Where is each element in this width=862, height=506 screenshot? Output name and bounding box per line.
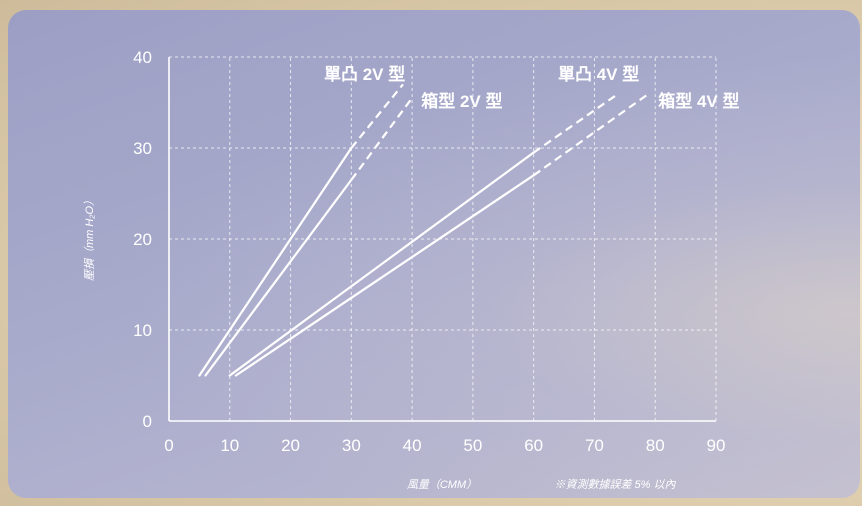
y-tick-label: 10 [133, 321, 152, 340]
y-tick-label: 20 [133, 230, 152, 249]
series-line [204, 178, 353, 377]
chart-panel [8, 10, 860, 498]
series-label: 箱型 4V 型 [658, 91, 739, 111]
x-tick-label: 90 [707, 436, 726, 455]
x-tick-label: 30 [342, 436, 361, 455]
series-line-extension [533, 92, 650, 177]
y-tick-label: 0 [143, 412, 152, 431]
axes: 0 10 20 30 40 50 60 70 80 90 0 10 20 30 40 [133, 48, 725, 455]
series-label: 單凸 4V 型 [558, 64, 639, 84]
chart-note: ※資測數據誤差 5% 以內 [554, 478, 676, 491]
y-tick-label: 40 [133, 48, 152, 67]
x-tick-label: 40 [403, 436, 422, 455]
x-tick-label: 70 [585, 436, 604, 455]
x-axis-label: 風量（CMM） [407, 478, 477, 491]
series-label: 單凸 2V 型 [324, 64, 405, 84]
series-line [234, 174, 535, 377]
series-label: 箱型 2V 型 [421, 91, 502, 111]
x-tick-label: 60 [524, 436, 543, 455]
series-lines [198, 83, 650, 377]
y-axis-label: 壓損（mm H₂O） [83, 195, 96, 281]
x-tick-label: 80 [646, 436, 665, 455]
grid-lines [169, 56, 717, 421]
series-line-extension [533, 92, 620, 154]
series-line-extension [350, 97, 413, 181]
series-line-extension [350, 83, 404, 149]
x-tick-label: 50 [463, 436, 482, 455]
y-tick-label: 30 [133, 139, 152, 158]
series-line [228, 151, 535, 377]
x-tick-label: 20 [281, 436, 300, 455]
x-tick-label: 0 [164, 436, 173, 455]
series-line [198, 146, 353, 377]
series-labels: 單凸 2V 型箱型 2V 型 單凸 4V 型箱型 4V 型 [324, 64, 740, 111]
x-tick-label: 10 [220, 436, 239, 455]
